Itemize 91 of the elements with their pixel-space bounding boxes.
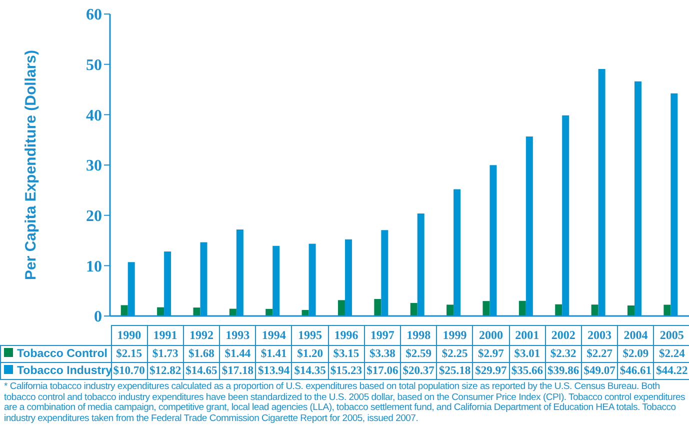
- legend-label: Tobacco Industry: [1, 364, 112, 376]
- data-label: $1.20: [292, 346, 328, 362]
- x-tick-label: 1995: [292, 326, 328, 346]
- data-label: $49.07: [581, 362, 618, 380]
- data-label: $15.23: [328, 362, 364, 380]
- data-label: $2.25: [436, 346, 473, 362]
- data-label: $35.66: [509, 362, 546, 380]
- bar: [526, 136, 533, 316]
- bar: [164, 251, 172, 316]
- bar: [344, 239, 352, 316]
- y-tick-label: 10: [86, 258, 102, 276]
- bar: [338, 300, 345, 316]
- data-label: $2.09: [618, 346, 654, 362]
- data-label: $10.70: [111, 362, 148, 380]
- bar: [120, 305, 128, 316]
- bar: [266, 308, 273, 316]
- data-label: $2.97: [472, 346, 510, 362]
- data-label: $17.18: [220, 362, 256, 380]
- bar: [128, 262, 135, 316]
- bar: [193, 308, 200, 316]
- bar: [200, 242, 208, 316]
- x-tick-label: 2003: [581, 326, 618, 346]
- data-label: $17.06: [364, 362, 400, 380]
- data-label: $1.44: [220, 346, 256, 362]
- x-tick-label: 1994: [256, 326, 292, 346]
- x-tick-label: 2004: [618, 326, 654, 346]
- x-tick-label: 1991: [147, 326, 184, 346]
- bar: [591, 304, 598, 316]
- x-tick-label: 1990: [111, 326, 148, 346]
- y-tick-label: 30: [86, 158, 102, 175]
- data-label: $46.61: [618, 362, 654, 380]
- bar: [410, 302, 418, 316]
- data-label: $2.32: [545, 346, 582, 362]
- data-label: $29.97: [472, 362, 510, 380]
- data-label: $1.68: [183, 346, 220, 362]
- data-label: $1.41: [256, 346, 292, 362]
- bar: [417, 213, 424, 316]
- data-label: $12.82: [147, 362, 184, 380]
- bar: [518, 300, 526, 316]
- x-tick-label: 1992: [183, 326, 220, 346]
- bar: [272, 246, 280, 316]
- data-label: $20.37: [400, 362, 437, 380]
- bar: [482, 301, 490, 316]
- x-tick-label: 1999: [436, 326, 473, 346]
- bar: [236, 230, 244, 316]
- text: * California tobacco industry expenditures calculated as a proportion of U.S. expenditures based on total population size as reported by the U.S. Census Bureau. Both tobacco control and tobacco industry expenditures have been standardized to the U.S. 2005 dollar, based on the Consumer Price Index (CPI). Tobacco control expenditures are a combination of media campaign, competitive grant, local lead agencies (LLA), tobacco settlement fund, and California Department of Education HEA totals. Tobacco industry expenditures taken from the Federal Trade Commission Cigarette Report for 2005, issued 2007.: [3, 381, 686, 424]
- bar: [627, 305, 634, 316]
- bar: [598, 69, 606, 316]
- bar: [670, 93, 678, 316]
- bar: [454, 189, 461, 316]
- bar: [634, 81, 642, 316]
- data-label: $3.38: [364, 346, 400, 362]
- x-tick-label: 2002: [545, 326, 582, 346]
- x-tick-label: 2000: [472, 326, 510, 346]
- y-tick-label: 60: [86, 6, 102, 24]
- x-tick-label: 1997: [364, 326, 400, 346]
- data-label: $3.01: [509, 346, 546, 362]
- data-label: $2.59: [400, 346, 437, 362]
- data-label: $14.35: [292, 362, 328, 380]
- bar: [229, 308, 236, 316]
- y-tick-label: 50: [86, 57, 102, 74]
- data-label: $39.86: [545, 362, 582, 380]
- bar: [157, 307, 164, 316]
- data-label: $14.65: [183, 362, 220, 380]
- y-axis-title: Per Capita Expenditure (Dollars): [22, 50, 40, 280]
- bar: [446, 304, 454, 316]
- bar: [555, 304, 562, 316]
- y-tick-label: 40: [86, 107, 102, 124]
- bar: [381, 230, 388, 316]
- data-label: $3.15: [328, 346, 364, 362]
- bar: [490, 165, 497, 316]
- data-label: $13.94: [256, 362, 292, 380]
- data-label: $44.22: [654, 362, 689, 380]
- x-tick-label: 1998: [400, 326, 437, 346]
- bar: [374, 298, 382, 316]
- bar: [308, 244, 316, 316]
- bar: [302, 310, 309, 316]
- data-label: $2.24: [654, 346, 689, 362]
- data-label: $25.18: [436, 362, 473, 380]
- y-tick-label: 0: [94, 308, 102, 326]
- bar: [664, 304, 671, 316]
- bar: [562, 115, 570, 316]
- data-label: $2.15: [111, 346, 148, 362]
- x-tick-label: 2005: [654, 326, 689, 346]
- legend-label: Tobacco Control: [1, 348, 108, 360]
- data-label: $2.27: [581, 346, 618, 362]
- x-tick-label: 2001: [509, 326, 546, 346]
- x-tick-label: 1993: [220, 326, 256, 346]
- data-label: $1.73: [147, 346, 184, 362]
- y-tick-label: 20: [86, 208, 102, 226]
- x-tick-label: 1996: [328, 326, 364, 346]
